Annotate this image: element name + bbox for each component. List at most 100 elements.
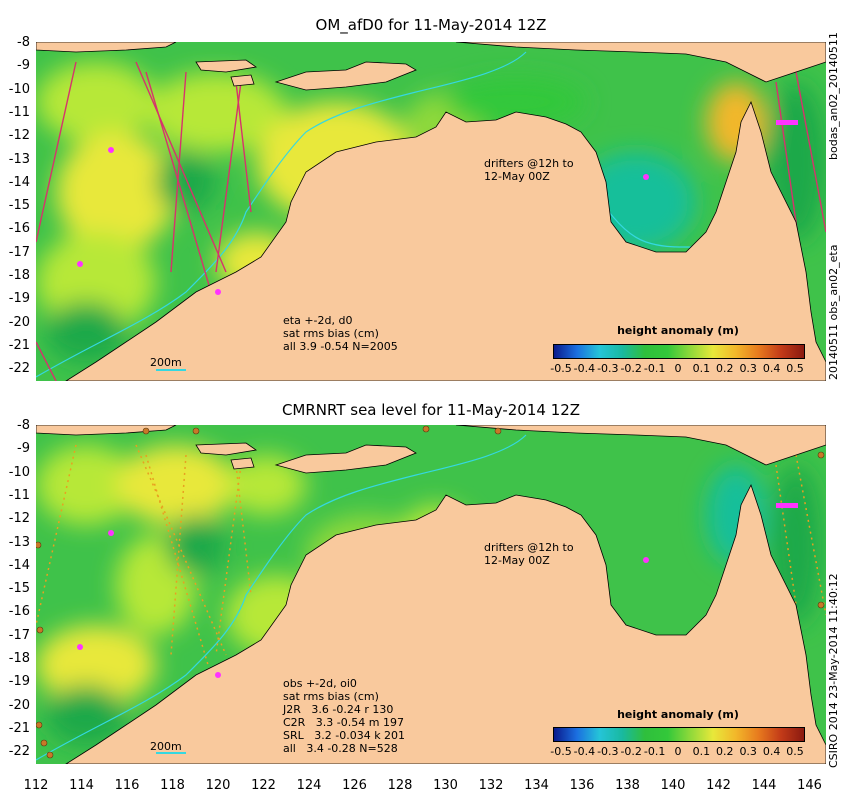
panel1-side-label: bodas_an02_20140511 (827, 32, 840, 160)
lon-tick-label: 126 (342, 778, 367, 793)
lon-tick-label: 116 (114, 778, 140, 793)
contour-200m (36, 434, 527, 761)
colorbar-tick-label: 0.5 (786, 745, 804, 758)
panel1-stats-3: all 3.9 -0.54 N=2005 (283, 340, 398, 353)
colorbar-tick-label: -0.3 (597, 362, 619, 375)
lon-tick-label: 120 (205, 778, 231, 793)
panel2-side-label: CSIRO 2014 23-May-2014 11:40:12 (827, 573, 840, 768)
lon-tick-label: 138 (615, 778, 640, 793)
panel1-scale-label: 200m (150, 356, 182, 369)
lat-tick-label: -19 (8, 291, 30, 307)
panel2-drifter-note-2: 12-May 00Z (484, 554, 550, 567)
colorbar-tick-label: -0.1 (643, 745, 666, 758)
panel1-map (36, 42, 826, 381)
lat-tick-label: -8 (17, 418, 30, 433)
lat-tick-label: -17 (8, 244, 30, 260)
lat-tick-label: -15 (8, 198, 30, 214)
land-sumba (195, 442, 258, 456)
colorbar-tick-label: -0.4 (573, 745, 596, 758)
panel2-title: CMRNRT sea level for 11-May-2014 12Z (281, 401, 581, 419)
colorbar-tick-label: 0.3 (739, 362, 757, 375)
lat-tick-label: -17 (8, 627, 30, 643)
colorbar-tick-label: 0 (674, 745, 682, 758)
land-timor (274, 61, 417, 91)
land-australia (65, 100, 826, 381)
panel1-stats-1: eta +-2d, d0 (283, 314, 353, 327)
land-png (455, 42, 826, 83)
obs-tracks (36, 444, 826, 676)
lon-tick-label: 146 (797, 778, 822, 793)
colorbar-tick-label: -0.2 (620, 745, 642, 758)
panel2-stats-1: obs +-2d, oi0 (283, 677, 357, 690)
colorbar-tick-label: -0.4 (573, 362, 596, 375)
panel1-stats-2: sat rms bias (cm) (283, 327, 379, 340)
lat-tick-label: -18 (8, 651, 30, 666)
lat-tick-label: -16 (8, 604, 30, 620)
land-sumba (195, 59, 258, 73)
lat-tick-label: -19 (8, 674, 30, 690)
panel1-colorbar-title: height anomaly (m) (617, 324, 739, 337)
land-small-1 (230, 457, 255, 470)
lat-tick-label: -22 (8, 361, 30, 377)
lon-tick-label: 114 (69, 778, 94, 793)
colorbar-tick-label: 0.2 (716, 362, 734, 375)
panel1-title: OM_afD0 for 11-May-2014 12Z (315, 16, 547, 34)
lat-tick-label: -10 (8, 464, 30, 480)
lat-tick-label: -14 (8, 557, 30, 573)
lon-tick-label: 134 (524, 778, 549, 793)
lat-tick-label: -9 (17, 58, 30, 74)
panel2-stats-3: J2R 3.6 -0.24 r 130 (283, 703, 394, 716)
lon-tick-label: 112 (23, 778, 49, 793)
drifter-markers (77, 120, 798, 295)
satellite-tracks (36, 61, 826, 381)
panel2-colorbar (553, 727, 805, 742)
panel2-stats-2: sat rms bias (cm) (283, 690, 379, 703)
colorbar-tick-label: 0.1 (692, 362, 711, 375)
colorbar-tick-label: 0 (674, 362, 682, 375)
lon-tick-label: 136 (569, 778, 595, 793)
lat-tick-label: -14 (8, 174, 30, 190)
lat-tick-label: -10 (8, 81, 30, 97)
lon-tick-label: 144 (751, 778, 777, 793)
panel2-stats-4: C2R 3.3 -0.54 m 197 (283, 716, 404, 729)
lon-tick-label: 122 (251, 778, 276, 793)
lon-tick-label: 140 (660, 778, 686, 793)
lat-tick-label: -13 (8, 151, 30, 167)
lon-tick-label: 118 (160, 778, 185, 793)
lat-tick-label: -11 (8, 104, 30, 120)
lat-tick-label: -18 (8, 268, 30, 283)
panel2-scale-label: 200m (150, 740, 182, 753)
lat-tick-label: -9 (17, 441, 30, 457)
panel2-map (36, 425, 826, 764)
colorbar-tick-label: 0.1 (692, 745, 711, 758)
lat-tick-label: -12 (8, 128, 30, 144)
lat-tick-label: -12 (8, 511, 30, 527)
land-australia (65, 483, 826, 764)
land-timor (274, 444, 417, 474)
lat-tick-label: -15 (8, 581, 30, 597)
panel1-colorbar (553, 344, 805, 359)
panel1-drifter-note-2: 12-May 00Z (484, 170, 550, 183)
drifter-markers (77, 503, 798, 678)
colorbar-tick-label: -0.2 (620, 362, 642, 375)
lat-tick-label: -21 (8, 720, 30, 736)
panel1-drifter-note-1: drifters @12h to (484, 157, 574, 170)
colorbar-tick-label: -0.5 (550, 745, 572, 758)
colorbar-tick-label: 0.4 (762, 745, 781, 758)
lon-tick-label: 128 (387, 778, 413, 793)
lat-tick-label: -13 (8, 534, 30, 550)
land-islands-west (36, 425, 177, 436)
lon-tick-label: 132 (478, 778, 504, 793)
colorbar-tick-label: 0.2 (716, 745, 734, 758)
land-png (455, 425, 826, 466)
panel2-stats-6: all 3.4 -0.28 N=528 (283, 742, 398, 755)
land-small-1 (230, 74, 255, 87)
land-islands-west (36, 42, 177, 53)
colorbar-tick-label: -0.5 (550, 362, 572, 375)
colorbar-tick-label: -0.3 (597, 745, 619, 758)
lon-tick-label: 124 (296, 778, 322, 793)
lat-tick-label: -20 (8, 314, 30, 330)
panel2-drifter-note-1: drifters @12h to (484, 541, 574, 554)
lat-tick-label: -21 (8, 337, 30, 353)
